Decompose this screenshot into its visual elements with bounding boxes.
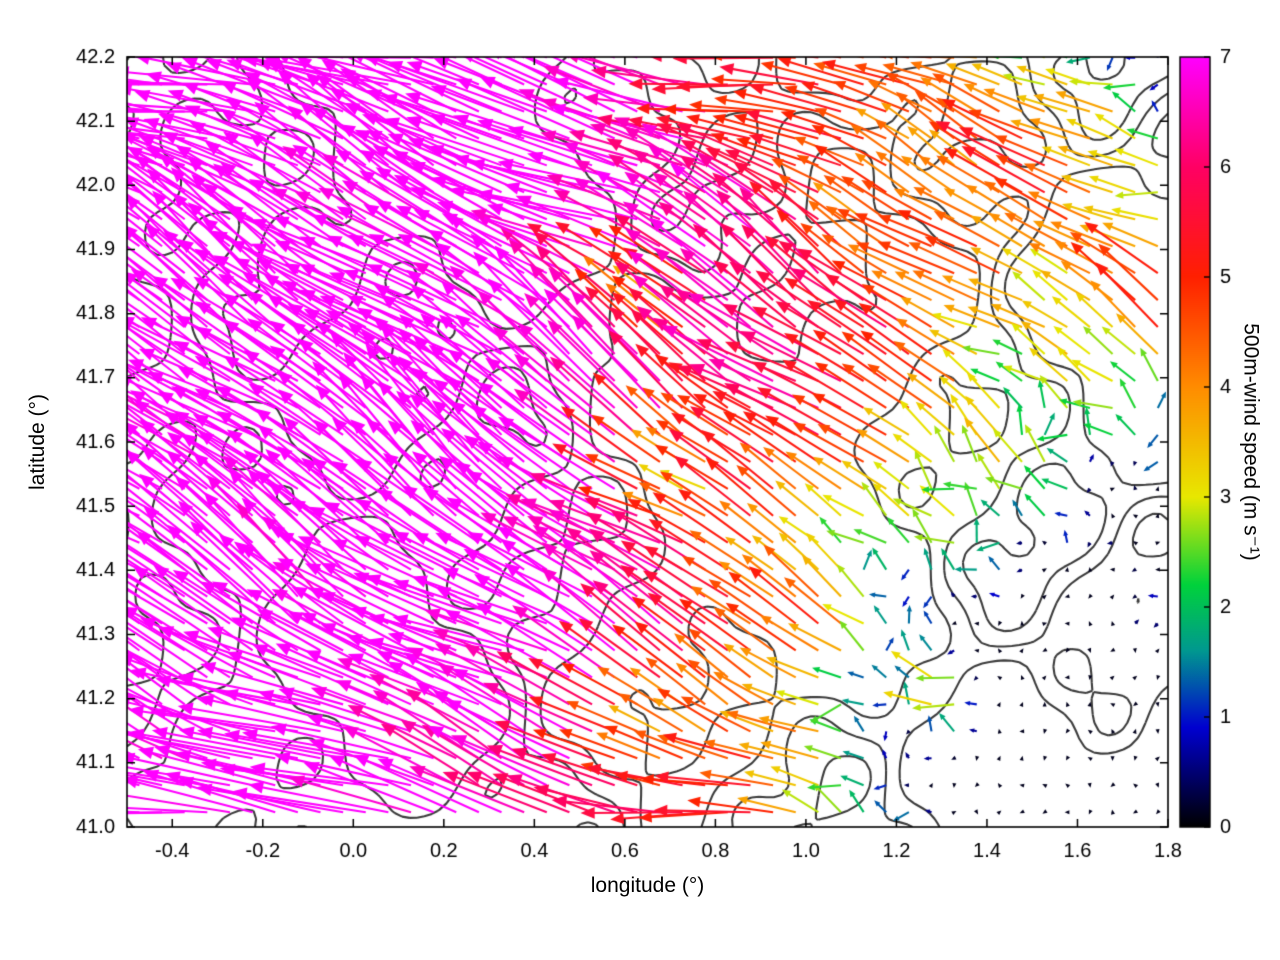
colorbar-label: 500m-wind speed (m s⁻¹) xyxy=(1239,323,1263,561)
x-axis-label: longitude (°) xyxy=(590,874,705,897)
y-axis-label: latitude (°) xyxy=(26,394,49,490)
